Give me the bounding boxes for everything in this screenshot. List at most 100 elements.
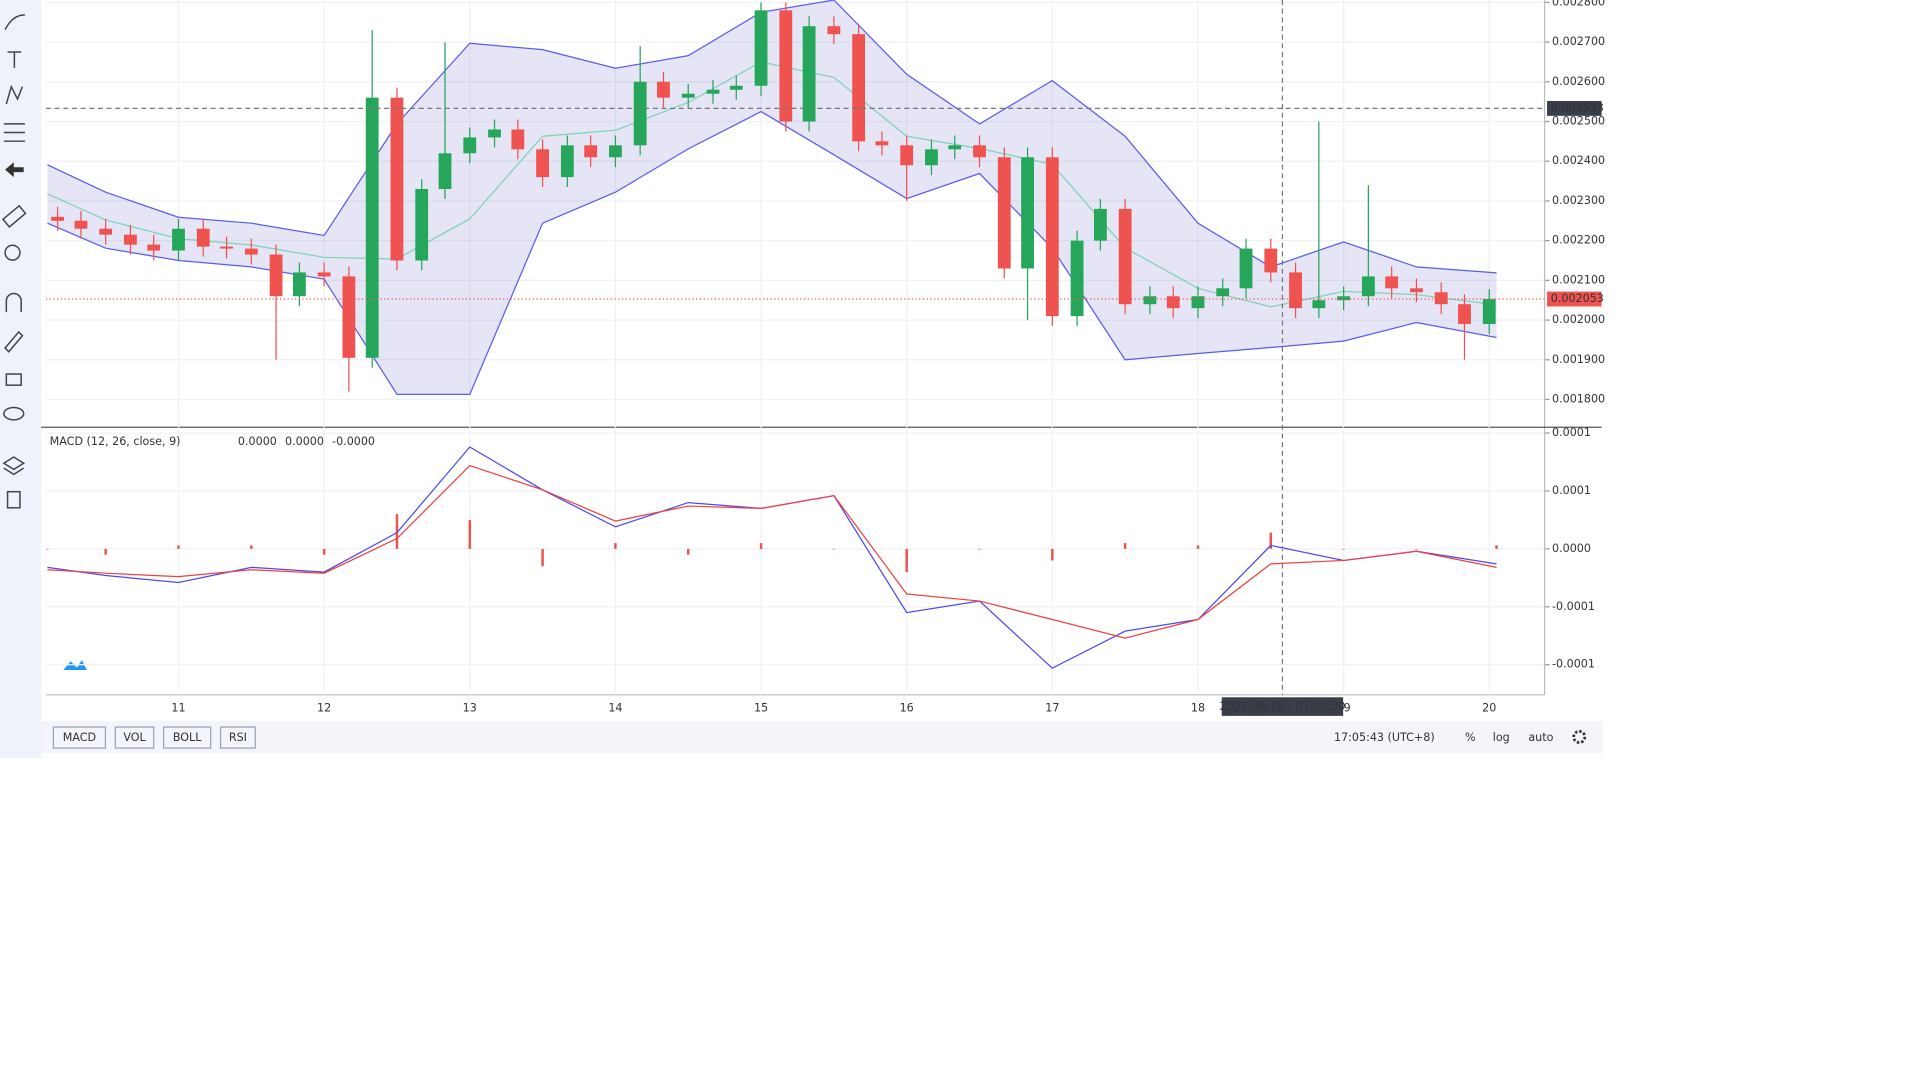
crosshair-price-label: 0.002533 [1551,101,1604,114]
text-tool[interactable] [7,51,22,69]
magnet-tool[interactable] [5,292,22,313]
indicator-button[interactable] [114,726,155,749]
candle-body [1093,208,1107,241]
zoom-tool[interactable] [4,244,21,261]
histogram-bar [978,548,981,550]
hide-tool[interactable] [3,406,25,421]
candle-body [1191,296,1205,309]
indicator-button-label[interactable]: MACD [63,731,96,744]
candle-body [827,26,841,35]
scale-option[interactable]: % [1465,731,1476,744]
candle-body [1458,304,1471,325]
scale-option[interactable]: log [1493,731,1510,744]
y-tick-label: 0.0001 [1552,484,1591,497]
candle-body [1337,296,1351,301]
crosshair-date-box [1221,697,1344,716]
histogram-bar [177,545,180,549]
indicator-value: 0.0000 [285,435,324,448]
bottom-bar [41,720,1603,754]
candle-body [875,141,889,146]
x-tick-label: 15 [754,701,768,714]
candle-body [147,244,161,251]
candle-body [1410,288,1423,293]
indicator-button[interactable] [52,726,107,749]
indicator-button[interactable] [219,726,256,749]
candle-body [1385,276,1399,289]
back-tool[interactable] [5,162,24,178]
indicator-button-label[interactable]: RSI [229,731,247,744]
candle-body [779,10,793,122]
candle-body [633,81,647,146]
candle-body [900,145,914,166]
pattern-tool[interactable] [5,84,24,105]
candle-body [196,228,210,247]
histogram-bar [1415,548,1418,550]
histogram-bar [1342,548,1345,550]
tools [1,14,27,509]
y-tick-label: 0.002700 [1552,35,1605,48]
plot-area [45,0,1545,695]
candle-body [657,81,670,98]
y-tick-label: 0.001900 [1552,353,1605,366]
x-tick-label: 20 [1482,701,1496,714]
y-tick-label: 0.002200 [1552,234,1605,247]
layers-tool[interactable] [2,456,26,476]
candle-body [488,129,501,138]
ruler-tool[interactable] [1,204,27,228]
y-tick-label: 0.001800 [1552,392,1605,405]
candle-body [99,228,113,235]
candle-body [1118,208,1132,305]
indicator-button-label[interactable]: BOLL [173,731,202,744]
candle-body [973,145,986,158]
y-tick-label: 0.002800 [1552,0,1605,8]
candle-body [365,97,379,358]
histogram-bar [905,548,908,573]
candle-body [74,220,88,229]
histogram-bar [395,514,399,549]
candle-body [609,145,622,158]
indicator-button[interactable] [163,726,212,749]
histogram-bar [468,519,472,549]
y-tick-label: 0.0001 [1552,426,1591,439]
candle-body [511,129,525,150]
candle-body [560,145,574,178]
y-tick-label: 0.002600 [1552,75,1605,88]
candle-body [415,189,429,261]
delete-tool[interactable] [6,490,21,509]
histogram-bar [46,548,49,550]
histogram-bar [1196,545,1200,549]
candle-body [463,137,477,154]
histogram-bar [759,543,763,549]
indicator-title: MACD (12, 26, close, 9) [50,435,181,448]
candle-body [438,153,452,190]
histogram-bar [1495,545,1498,549]
candle-body [681,93,695,98]
candle-body [997,157,1011,269]
candle-body [390,97,404,261]
crosshair-date-label: 2022-08-18 - 07:00:00 [1220,700,1346,713]
scale-option[interactable]: auto [1528,731,1553,744]
candle-body [317,272,331,277]
chart-layer: 0.001800 0.001900 0.002000 0.002100 0.002200… [45,0,1605,749]
x-tick-label: 13 [463,701,477,714]
x-tick-label: 17 [1045,701,1059,714]
x-tick-label: 12 [317,701,331,714]
y-tick-label: -0.0001 [1552,658,1595,671]
draw-tool[interactable] [4,14,25,31]
histogram-bar [832,548,836,550]
lock-tool[interactable] [5,373,22,386]
last-price-label: 0.002053 [1551,292,1604,305]
candle-body [342,276,356,358]
histogram-bar [686,548,690,555]
lock-draw-tool[interactable] [4,330,24,353]
y-tick-label: 0.002300 [1552,194,1605,207]
indicator-button-label[interactable]: VOL [123,731,146,744]
candle-body [1264,248,1278,273]
settings-button[interactable] [1572,729,1587,744]
x-tick-label: 18 [1191,701,1205,714]
candle-body [802,26,816,122]
candle-body [1434,292,1448,305]
fib-tool[interactable] [3,123,25,142]
